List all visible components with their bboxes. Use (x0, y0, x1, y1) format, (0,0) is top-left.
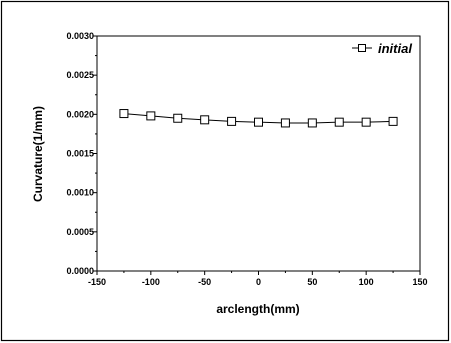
x-tick-label: -50 (198, 277, 211, 287)
data-point (227, 116, 237, 126)
series-layer (119, 109, 398, 128)
y-tick-label: 0.0015 (66, 149, 94, 159)
y-tick-label: 0.0020 (66, 109, 94, 119)
legend-label-initial: initial (378, 41, 412, 56)
x-axis-ticks: -150 -100 -50 0 50 100 150 (88, 271, 428, 287)
legend-marker (358, 44, 366, 52)
x-tick-label: -150 (88, 277, 106, 287)
y-tick-label: 0.0010 (66, 188, 94, 198)
y-axis-ticks: 0.0000 0.0005 0.0010 0.0015 0.0020 0.0025 0.00… (66, 31, 97, 276)
y-axis-label: Curvature(1/mm) (31, 106, 45, 202)
data-point (280, 118, 290, 128)
data-point (146, 111, 156, 121)
legend: initial (352, 41, 412, 56)
x-tick-label: 150 (412, 277, 427, 287)
data-point (361, 117, 371, 127)
data-point (173, 113, 183, 123)
y-tick-label: 0.0030 (66, 31, 94, 41)
data-point (334, 117, 344, 127)
data-point (200, 115, 210, 125)
x-tick-label: 100 (359, 277, 374, 287)
x-axis-label: arclength(mm) (216, 302, 299, 316)
x-tick-label: 50 (307, 277, 317, 287)
x-tick-label: 0 (256, 277, 261, 287)
y-tick-label: 0.0025 (66, 70, 94, 80)
y-tick-label: 0.0005 (66, 227, 94, 237)
data-point (119, 109, 129, 119)
x-tick-label: -100 (142, 277, 160, 287)
data-point (388, 116, 398, 126)
data-point (307, 118, 317, 128)
y-tick-label: 0.0000 (66, 266, 94, 276)
data-point (254, 117, 263, 127)
